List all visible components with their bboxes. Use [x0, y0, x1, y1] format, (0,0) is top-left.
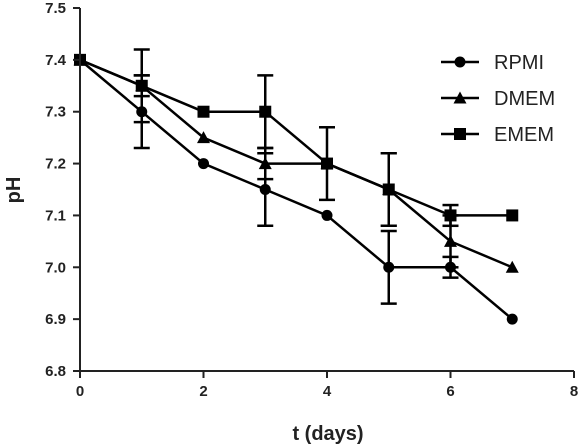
y-tick-label: 7.4 — [45, 52, 67, 69]
data-point — [444, 234, 457, 247]
data-point — [383, 261, 395, 273]
legend: RPMI DMEM EMEM — [441, 52, 555, 146]
legend-item-rpmi: RPMI — [441, 52, 544, 74]
legend-marker — [453, 91, 467, 104]
data-point — [506, 313, 518, 325]
data-point — [321, 157, 333, 170]
data-point — [321, 209, 333, 221]
data-point — [197, 131, 210, 144]
legend-label: DMEM — [494, 88, 555, 110]
data-point — [258, 157, 272, 170]
legend-label: EMEM — [494, 124, 554, 146]
series-emem — [74, 48, 519, 228]
data-point — [505, 260, 519, 273]
series-line — [79, 58, 513, 269]
series-line — [79, 58, 514, 321]
legend-item-dmem: DMEM — [441, 88, 555, 110]
x-axis-title: t (days) — [292, 423, 363, 445]
y-tick-label: 7.2 — [45, 156, 66, 173]
data-point — [135, 79, 148, 92]
x-tick-label: 2 — [199, 383, 207, 400]
legend-marker — [454, 56, 466, 68]
legend-marker — [454, 128, 466, 140]
data-point — [259, 105, 272, 118]
data-point — [382, 183, 395, 196]
y-tick-label: 6.9 — [45, 311, 66, 328]
data-point — [259, 184, 271, 195]
y-axis-title: pH — [3, 177, 25, 204]
y-tick-label: 6.8 — [45, 363, 66, 380]
data-point — [197, 105, 210, 118]
series-line — [79, 58, 513, 217]
x-tick-label: 6 — [446, 383, 454, 400]
legend-label: RPMI — [494, 52, 544, 74]
y-tick-label: 7.3 — [45, 104, 66, 121]
data-point — [444, 209, 457, 222]
data-point — [506, 209, 519, 222]
legend-item-emem: EMEM — [441, 124, 554, 146]
data-point — [198, 158, 209, 170]
plot-area — [73, 48, 519, 325]
x-tick-label: 8 — [570, 383, 578, 400]
x-tick-label: 4 — [323, 383, 332, 400]
y-tick-label: 7.0 — [45, 259, 66, 276]
y-tick-label: 7.1 — [45, 207, 66, 224]
y-tick-label: 7.5 — [45, 0, 66, 17]
x-tick-label: 0 — [76, 383, 84, 400]
axes: 0 2 4 6 8 6.8 6.9 7.0 7.1 7.2 7.3 7.4 7.5 — [45, 0, 578, 400]
